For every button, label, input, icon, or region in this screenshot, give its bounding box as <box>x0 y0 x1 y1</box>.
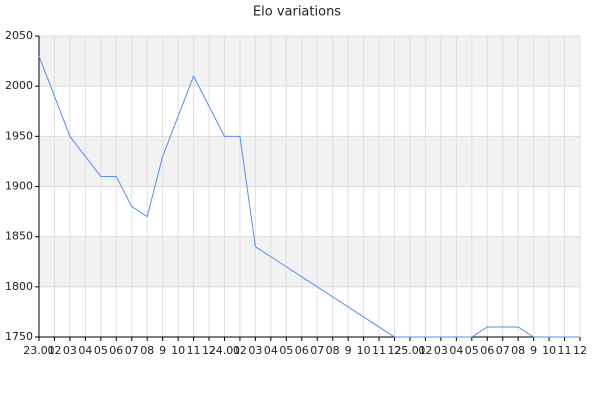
x-tick-label: 11 <box>187 344 201 357</box>
x-tick-label: 02 <box>47 344 61 357</box>
chart-title: Elo variations <box>253 5 341 20</box>
x-tick-label: 10 <box>357 344 371 357</box>
x-tick-label: 07 <box>125 344 139 357</box>
x-tick-label: 12 <box>202 344 216 357</box>
x-tick-label: 02 <box>418 344 432 357</box>
x-tick-label: 11 <box>558 344 572 357</box>
x-tick-label: 07 <box>310 344 324 357</box>
x-tick-label: 05 <box>279 344 293 357</box>
x-tick-label: 05 <box>465 344 479 357</box>
y-tick-label: 2050 <box>5 29 33 42</box>
x-tick-label: 06 <box>109 344 123 357</box>
y-tick-label: 1750 <box>5 330 33 343</box>
x-tick-label: 07 <box>496 344 510 357</box>
x-tick-label: 03 <box>248 344 262 357</box>
x-tick-label: 12 <box>573 344 587 357</box>
x-tick-label: 08 <box>326 344 340 357</box>
x-tick-label: 03 <box>434 344 448 357</box>
y-tick-label: 1950 <box>5 129 33 142</box>
y-tick-label: 1900 <box>5 180 33 193</box>
x-tick-label: 9 <box>345 344 352 357</box>
grid-band <box>39 136 580 187</box>
grid-band <box>39 36 580 87</box>
x-tick-label: 9 <box>530 344 537 357</box>
x-tick-label: 08 <box>140 344 154 357</box>
y-tick-label: 1800 <box>5 280 33 293</box>
x-tick-label: 9 <box>159 344 166 357</box>
x-tick-label: 10 <box>542 344 556 357</box>
x-tick-label: 24.01 <box>209 344 241 357</box>
x-tick-label: 03 <box>63 344 77 357</box>
series-line <box>38 55 580 338</box>
x-tick-label: 11 <box>372 344 386 357</box>
x-tick-label: 02 <box>233 344 247 357</box>
x-tick-label: 12 <box>388 344 402 357</box>
x-tick-label: 04 <box>449 344 463 357</box>
x-tick-label: 23.01 <box>23 344 55 357</box>
grid-band <box>39 236 580 287</box>
x-tick-label: 08 <box>511 344 525 357</box>
x-tick-label: 06 <box>295 344 309 357</box>
x-tick-label: 06 <box>480 344 494 357</box>
x-tick-label: 04 <box>78 344 92 357</box>
x-tick-label: 25.01 <box>394 344 426 357</box>
x-tick-label: 10 <box>171 344 185 357</box>
x-tick-label: 04 <box>264 344 278 357</box>
y-tick-label: 1850 <box>5 230 33 243</box>
y-tick-label: 2000 <box>5 79 33 92</box>
x-tick-label: 05 <box>94 344 108 357</box>
